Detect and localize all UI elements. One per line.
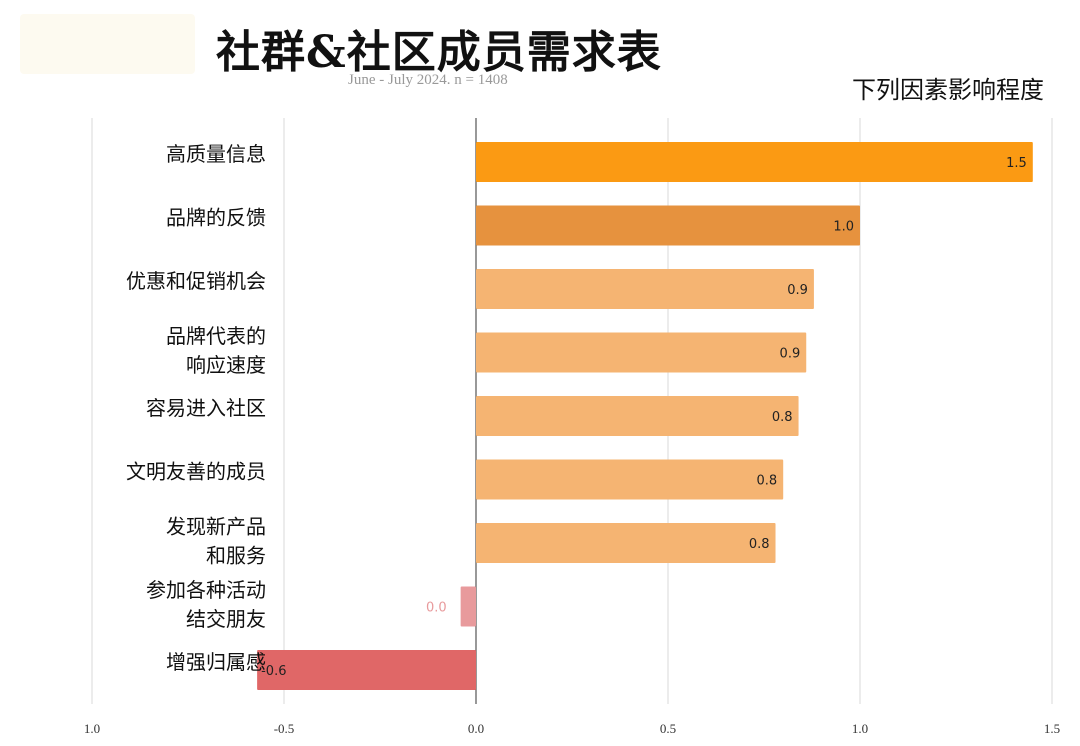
category-label: 和服务 xyxy=(206,544,266,568)
x-tick-label: 1.0 xyxy=(84,721,100,736)
bar xyxy=(476,205,860,246)
x-tick-label: 0.5 xyxy=(660,721,676,736)
logo-placeholder xyxy=(20,14,195,74)
category-label: 容易进入社区 xyxy=(146,396,266,420)
chart-subtitle: June - July 2024. n = 1408 xyxy=(348,72,508,88)
bar xyxy=(476,396,799,436)
value-label: 0.8 xyxy=(749,537,770,552)
category-label: 文明友善的成员 xyxy=(126,460,266,484)
chart-title: 社群&社区成员需求表 xyxy=(216,27,662,78)
value-label: 0.8 xyxy=(772,410,793,425)
category-label: 品牌代表的 xyxy=(166,324,266,348)
value-label: 0.8 xyxy=(757,474,778,489)
value-label: 0.0 xyxy=(426,601,447,616)
value-label: 1.0 xyxy=(833,220,854,235)
x-tick-label: -0.5 xyxy=(274,721,295,736)
x-tick-label: 1.5 xyxy=(1044,721,1060,736)
bar xyxy=(476,523,776,563)
category-label: 品牌的反馈 xyxy=(166,206,266,230)
bar xyxy=(476,332,807,373)
category-label: 高质量信息 xyxy=(166,142,266,166)
category-label: 优惠和促销机会 xyxy=(126,269,266,293)
value-label: 0.9 xyxy=(787,283,808,298)
bar xyxy=(476,142,1033,182)
metric-label: 下列因素影响程度 xyxy=(852,76,1044,104)
x-tick-label: 1.0 xyxy=(852,721,868,736)
category-label: 参加各种活动 xyxy=(146,578,266,602)
value-label: -0.6 xyxy=(261,664,286,679)
category-label: 增强归属感 xyxy=(166,650,266,674)
category-label: 发现新产品 xyxy=(166,515,266,539)
value-label: 1.5 xyxy=(1006,156,1027,171)
x-tick-label: 0.0 xyxy=(468,721,484,736)
value-label: 0.9 xyxy=(780,347,801,362)
bar xyxy=(476,459,784,500)
bar xyxy=(476,269,814,309)
category-label: 响应速度 xyxy=(186,353,266,377)
category-label: 结交朋友 xyxy=(186,607,266,631)
bar xyxy=(257,650,476,690)
bar xyxy=(460,586,476,627)
